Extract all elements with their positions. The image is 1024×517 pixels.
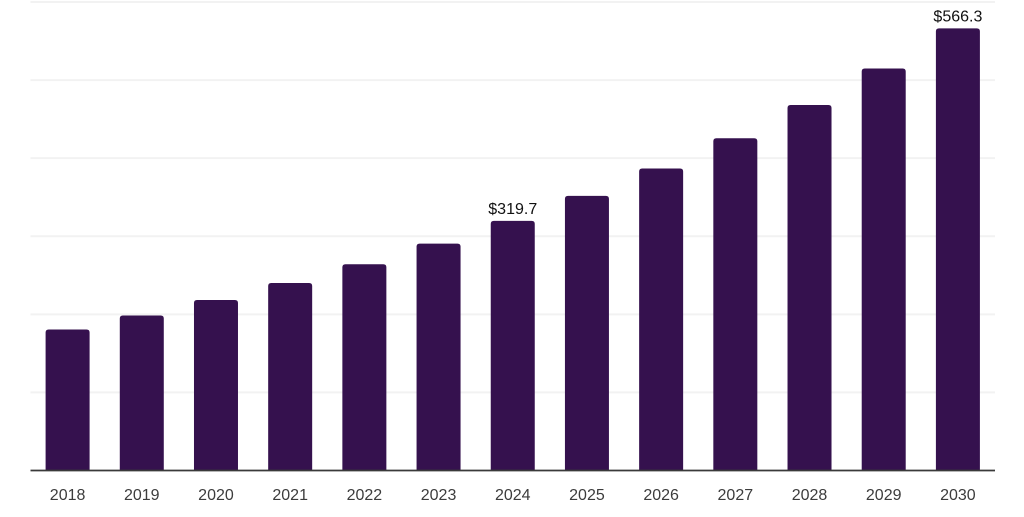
bar[interactable] xyxy=(45,329,90,471)
bar[interactable] xyxy=(935,28,980,471)
x-tick-label: 2018 xyxy=(50,487,86,504)
bar[interactable] xyxy=(268,282,313,471)
bar-value-label: $566.3 xyxy=(933,8,982,25)
x-tick-label: 2024 xyxy=(495,487,531,504)
x-tick-label: 2023 xyxy=(421,487,457,504)
x-tick-label: 2020 xyxy=(198,487,234,504)
bar[interactable] xyxy=(639,168,684,471)
x-tick-label: 2022 xyxy=(347,487,383,504)
x-tick-label: 2026 xyxy=(643,487,679,504)
x-tick-label: 2021 xyxy=(272,487,308,504)
x-tick-label: 2019 xyxy=(124,487,160,504)
x-tick-label: 2029 xyxy=(866,487,902,504)
x-tick-label: 2030 xyxy=(940,487,976,504)
x-tick-label: 2025 xyxy=(569,487,605,504)
bar[interactable] xyxy=(416,243,461,471)
x-tick-label: 2027 xyxy=(718,487,754,504)
bar-value-label: $319.7 xyxy=(488,201,537,218)
bar[interactable] xyxy=(119,315,164,471)
bar[interactable] xyxy=(787,104,832,471)
bar[interactable] xyxy=(713,138,758,471)
bar[interactable] xyxy=(564,195,609,471)
x-tick-label: 2028 xyxy=(792,487,828,504)
bar[interactable] xyxy=(342,264,387,471)
bar[interactable] xyxy=(490,220,535,471)
bar[interactable] xyxy=(861,68,906,471)
bar[interactable] xyxy=(193,300,238,471)
